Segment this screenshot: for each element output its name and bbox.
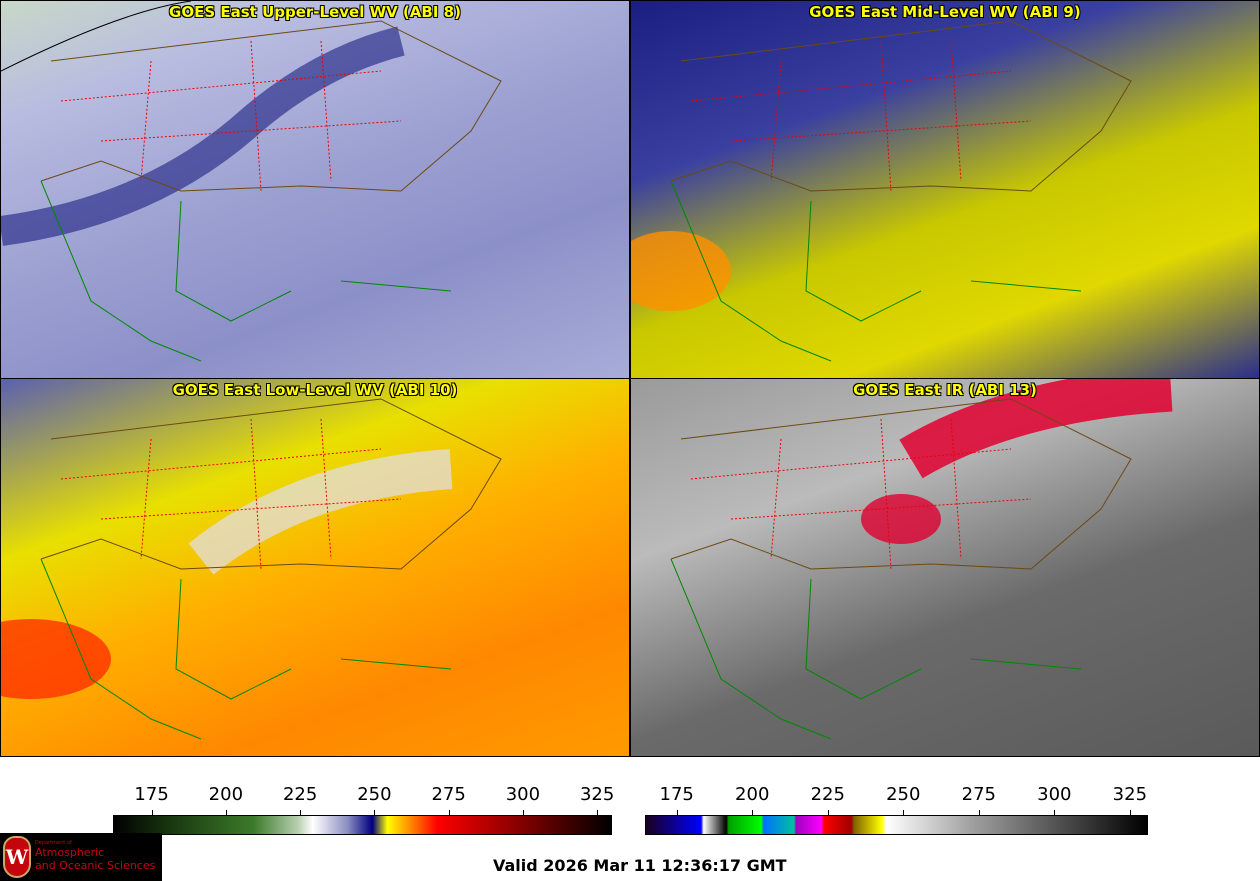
colorbar-tick — [448, 810, 450, 815]
map-overlay — [1, 398, 502, 740]
colorbar-tick-label: 200 — [735, 784, 770, 805]
colorbar-tick — [522, 810, 524, 815]
colorbar-tick — [225, 810, 227, 815]
low-level-wv-panel: GOES East Low-Level WV (ABI 10) — [0, 378, 630, 757]
colorbar-tick — [374, 810, 376, 815]
valid-time: Valid 2026 Mar 11 12:36:17 GMT — [493, 856, 787, 875]
colorbar-tick-label: 175 — [659, 784, 694, 805]
colorbar-tick — [752, 810, 754, 815]
colorbar-tick — [978, 810, 980, 815]
logo-line-3: and Oceanic Sciences — [35, 859, 156, 872]
colorbar-tick-label: 275 — [961, 784, 996, 805]
wv-colorbar — [113, 815, 612, 835]
panel-title: GOES East Upper-Level WV (ABI 8) — [169, 3, 461, 21]
colorbar-tick-label: 200 — [208, 784, 244, 805]
colorbar-tick-label: 275 — [431, 784, 466, 805]
colorbar-tick-label: 325 — [1112, 784, 1148, 805]
panel-title: GOES East Low-Level WV (ABI 10) — [172, 381, 458, 399]
ir-colorbar — [645, 815, 1148, 835]
logo-line-2: Atmospheric — [35, 846, 105, 859]
panel-title: GOES East IR (ABI 13) — [853, 381, 1037, 399]
colorbar-tick-label: 300 — [505, 784, 541, 805]
mid-level-wv-panel: GOES East Mid-Level WV (ABI 9) — [630, 0, 1260, 379]
colorbar-tick-label: 175 — [134, 784, 169, 805]
colorbar-tick — [597, 810, 599, 815]
map-overlay — [631, 20, 1132, 362]
colorbar-tick-label: 300 — [1037, 784, 1072, 805]
colorbar-tick — [300, 810, 302, 815]
colorbar-tick-label: 225 — [810, 784, 845, 805]
colorbar-tick-label: 325 — [579, 784, 615, 805]
colorbar-tick — [1129, 810, 1131, 815]
map-overlay — [1, 1, 502, 362]
colorbar-tick — [676, 810, 678, 815]
colorbar-tick-label: 250 — [886, 784, 921, 805]
colorbar-tick — [903, 810, 905, 815]
infrared-panel: GOES East IR (ABI 13) — [630, 378, 1260, 757]
map-overlay — [670, 379, 1173, 740]
panel-title: GOES East Mid-Level WV (ABI 9) — [809, 3, 1081, 21]
aos-logo: W Department of Atmospheric and Oceanic … — [0, 833, 162, 881]
upper-level-wv-panel: GOES East Upper-Level WV (ABI 8) — [0, 0, 630, 379]
colorbar-tick-label: 225 — [282, 784, 318, 805]
colorbar-tick — [151, 810, 153, 815]
logo-line-1: Department of — [35, 840, 72, 846]
colorbar-tick — [1054, 810, 1056, 815]
uw-shield-icon: W — [3, 836, 31, 878]
colorbar-tick — [827, 810, 829, 815]
colorbar-tick-label: 250 — [357, 784, 392, 805]
